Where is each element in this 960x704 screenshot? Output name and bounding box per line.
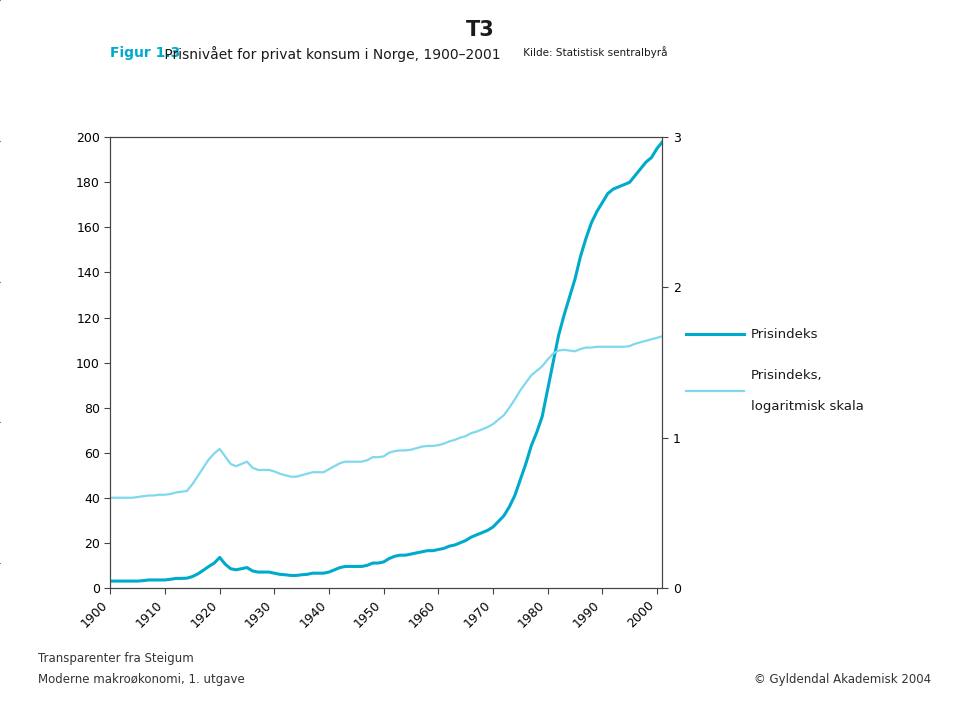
Text: Prisindeks,: Prisindeks, (751, 369, 823, 382)
Text: Prisnivået for privat konsum i Norge, 1900–2001: Prisnivået for privat konsum i Norge, 19… (160, 46, 501, 62)
Text: Kilde: Statistisk sentralbyrå: Kilde: Statistisk sentralbyrå (520, 46, 668, 58)
Text: T3: T3 (466, 20, 494, 39)
Text: Transparenter fra Steigum: Transparenter fra Steigum (38, 653, 194, 665)
Text: Figur 1.3: Figur 1.3 (110, 46, 180, 60)
Text: Moderne makroøkonomi, 1. utgave: Moderne makroøkonomi, 1. utgave (38, 674, 245, 686)
Text: © Gyldendal Akademisk 2004: © Gyldendal Akademisk 2004 (754, 674, 931, 686)
Text: logaritmisk skala: logaritmisk skala (751, 400, 864, 413)
Text: Prisindeks: Prisindeks (751, 328, 818, 341)
